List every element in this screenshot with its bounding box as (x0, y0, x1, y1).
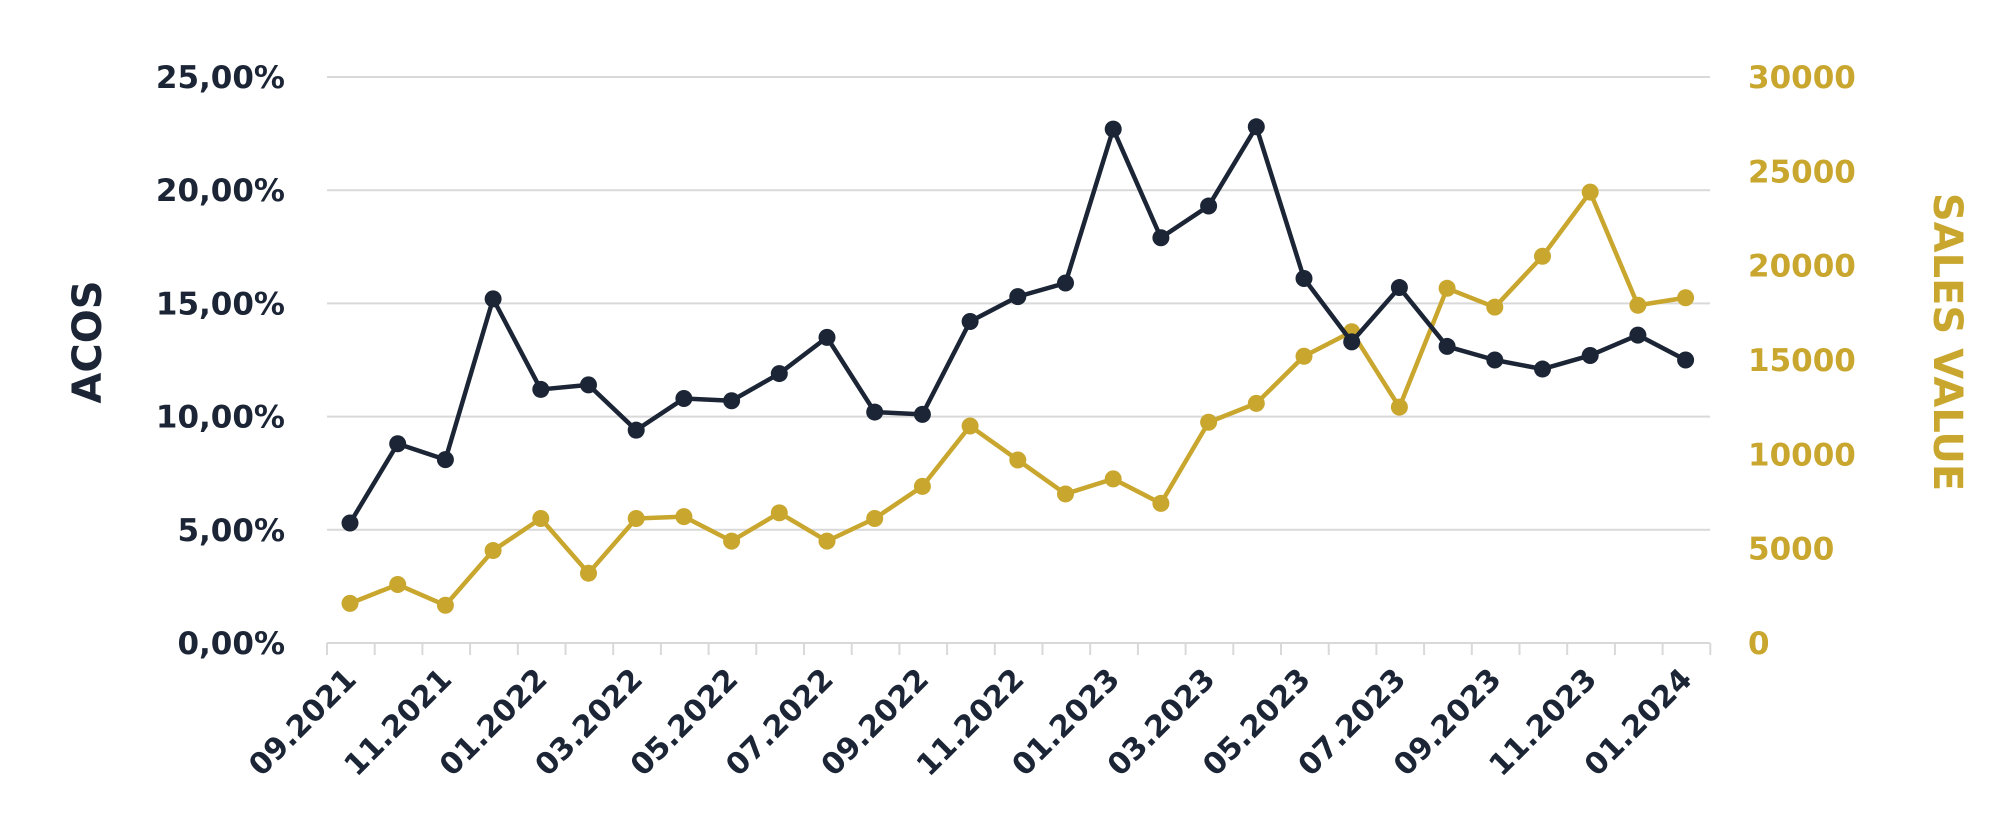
y2-tick-label: 15000 (1748, 343, 1856, 379)
sales-point (389, 576, 407, 594)
sales-point (723, 532, 741, 550)
sales-point (961, 417, 979, 435)
acos-point (1247, 118, 1265, 136)
acos-point (818, 328, 836, 346)
acos-point (770, 365, 788, 383)
acos-point (532, 380, 550, 398)
acos-point (913, 405, 931, 423)
sales-point (532, 509, 550, 527)
acos-point (580, 376, 597, 394)
y-axis-title: ACOS (65, 280, 111, 403)
acos-point (1200, 197, 1218, 215)
sales-line (347, 189, 1688, 608)
acos-point (1152, 229, 1170, 247)
sales-point (1438, 279, 1456, 297)
acos-point (389, 435, 407, 453)
acos-point (1343, 333, 1361, 351)
acos-point (1295, 269, 1313, 287)
sales-point (580, 564, 597, 582)
sales-point (1009, 451, 1027, 469)
y-tick-label: 0,00% (177, 626, 285, 662)
sales-point (341, 594, 359, 612)
y2-tick-label: 5000 (1748, 532, 1834, 568)
acos-point (1009, 288, 1027, 306)
acos-point (341, 514, 359, 532)
y-tick-label: 15,00% (156, 286, 285, 322)
sales-point (770, 504, 788, 522)
sales-point (1200, 413, 1218, 431)
sales-point (1057, 485, 1074, 503)
acos-point (1438, 337, 1456, 355)
y2-tick-label: 20000 (1748, 249, 1856, 285)
sales-point (818, 532, 836, 550)
acos-point (1629, 326, 1647, 344)
sales-point (1581, 183, 1599, 201)
sales-point (1486, 298, 1504, 316)
acos-point (436, 451, 454, 469)
left-axis: 0,00% 5,00% 10,00% 15,00% 20,00% 25,00% (156, 60, 285, 662)
acos-point (1390, 279, 1408, 297)
y2-axis-title: SALES VALUE (1924, 193, 1970, 491)
sales-point (436, 596, 454, 614)
acos-point (484, 290, 502, 308)
right-axis: 0 5000 10000 15000 20000 25000 30000 (1748, 60, 1856, 662)
acos-point (675, 389, 693, 407)
sales-point (1152, 494, 1170, 512)
acos-point (723, 392, 741, 410)
acos-point (1104, 120, 1122, 138)
sales-point (1295, 347, 1313, 365)
sales-point (866, 509, 884, 527)
acos-point (627, 421, 645, 439)
x-axis: 09.202111.202101.202203.202205.202207.20… (242, 642, 1712, 783)
acos-series (341, 118, 1695, 532)
sales-series (341, 183, 1695, 614)
y-tick-label: 25,00% (156, 60, 285, 96)
acos-point (1057, 274, 1074, 292)
sales-point (1247, 394, 1265, 412)
sales-point (675, 508, 693, 526)
y2-tick-label: 10000 (1748, 437, 1856, 473)
acos-point (1677, 351, 1695, 369)
y2-tick-label: 30000 (1748, 60, 1856, 96)
sales-point (627, 509, 645, 527)
sales-point (1677, 289, 1695, 307)
sales-point (913, 477, 931, 495)
y-tick-label: 10,00% (156, 400, 285, 436)
sales-point (1104, 470, 1122, 488)
y2-tick-label: 0 (1748, 626, 1770, 662)
y-tick-label: 20,00% (156, 173, 285, 209)
acos-point (1581, 346, 1599, 364)
sales-point (1629, 296, 1647, 314)
series-layer (341, 118, 1695, 614)
sales-point (484, 542, 502, 560)
sales-point (1534, 247, 1551, 265)
acos-point (1486, 351, 1504, 369)
y2-tick-label: 25000 (1748, 154, 1856, 190)
y-tick-label: 5,00% (177, 513, 285, 549)
acos-point (1534, 360, 1551, 378)
acos-point (961, 313, 979, 331)
sales-point (1390, 398, 1408, 416)
acos-point (866, 403, 884, 421)
